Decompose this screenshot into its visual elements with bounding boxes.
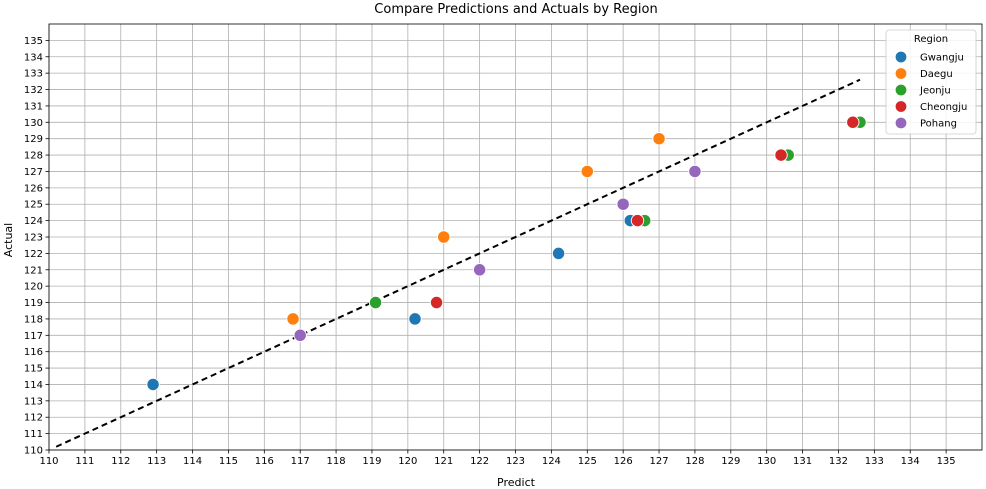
x-tick-label: 132 xyxy=(829,456,848,467)
y-tick-label: 121 xyxy=(24,265,43,276)
y-tick-label: 119 xyxy=(24,298,43,309)
x-tick-label: 122 xyxy=(470,456,489,467)
y-tick-label: 134 xyxy=(24,52,43,63)
x-tick-label: 131 xyxy=(793,456,812,467)
legend-marker-pohang xyxy=(894,116,908,130)
x-tick-label: 126 xyxy=(614,456,633,467)
x-tick-label: 129 xyxy=(721,456,740,467)
y-tick-label: 117 xyxy=(24,331,43,342)
data-point-daegu xyxy=(437,230,451,244)
legend-label-daegu: Daegu xyxy=(920,69,953,80)
legend: Region Gwangju Daegu Jeonju Cheongju Pohang xyxy=(885,29,977,135)
x-tick-label: 117 xyxy=(291,456,310,467)
x-tick-label: 121 xyxy=(434,456,453,467)
x-tick-label: 128 xyxy=(685,456,704,467)
x-tick-label: 116 xyxy=(255,456,274,467)
y-tick-label: 123 xyxy=(24,233,43,244)
y-tick-label: 122 xyxy=(24,249,43,260)
y-tick-label: 128 xyxy=(24,151,43,162)
y-axis-title: Actual xyxy=(2,223,15,257)
y-tick-label: 111 xyxy=(24,429,43,440)
y-axis-ticks: 110 111 112 113 114 115 116 117 118 119 120 121 122 1… xyxy=(24,36,49,457)
legend-marker-cheongju xyxy=(894,100,908,113)
y-tick-label: 112 xyxy=(24,413,43,424)
x-tick-label: 125 xyxy=(578,456,597,467)
x-tick-label: 135 xyxy=(937,456,956,467)
x-tick-label: 127 xyxy=(649,456,668,467)
x-axis-title: Predict xyxy=(497,476,536,489)
data-points xyxy=(146,115,867,392)
x-tick-label: 113 xyxy=(147,456,166,467)
data-point-cheongju xyxy=(630,213,645,228)
y-tick-label: 126 xyxy=(24,183,43,194)
data-point-pohang xyxy=(293,328,307,342)
legend-label-jeonju: Jeonju xyxy=(919,86,951,97)
x-tick-label: 119 xyxy=(362,456,381,467)
x-tick-label: 110 xyxy=(39,456,58,467)
x-tick-label: 133 xyxy=(865,456,884,467)
y-tick-label: 114 xyxy=(24,380,43,391)
data-point-daegu xyxy=(286,312,300,326)
data-point-gwangju xyxy=(408,312,422,326)
y-tick-label: 110 xyxy=(24,446,43,457)
x-tick-label: 118 xyxy=(327,456,346,467)
legend-label-pohang: Pohang xyxy=(920,119,957,130)
data-point-gwangju xyxy=(146,377,160,392)
legend-title: Region xyxy=(914,34,948,45)
y-tick-label: 116 xyxy=(24,347,43,358)
x-tick-label: 115 xyxy=(219,456,238,467)
y-tick-label: 132 xyxy=(24,85,43,96)
y-tick-label: 135 xyxy=(24,36,43,47)
y-tick-label: 124 xyxy=(24,216,43,227)
x-axis-ticks: 110 111 112 113 114 115 116 117 118 119 120 121 122 1… xyxy=(39,450,956,467)
x-tick-label: 120 xyxy=(398,456,417,467)
data-point-jeonju xyxy=(368,295,383,310)
legend-marker-jeonju xyxy=(894,83,908,97)
x-tick-label: 134 xyxy=(901,456,920,467)
chart-title: Compare Predictions and Actuals by Regio… xyxy=(374,2,657,17)
y-tick-label: 125 xyxy=(24,200,43,211)
data-point-pohang xyxy=(472,263,487,277)
reference-line-layer xyxy=(55,78,861,448)
y-tick-label: 129 xyxy=(24,134,43,145)
data-point-daegu xyxy=(652,132,666,146)
y-tick-label: 120 xyxy=(24,282,43,293)
grid xyxy=(48,24,982,451)
x-tick-label: 111 xyxy=(75,456,94,467)
legend-marker-daegu xyxy=(894,67,908,80)
y-tick-label: 131 xyxy=(24,101,43,112)
y-tick-label: 115 xyxy=(24,364,43,375)
legend-label-cheongju: Cheongju xyxy=(920,102,967,113)
data-point-cheongju xyxy=(846,115,860,129)
data-point-cheongju xyxy=(774,148,788,162)
reference-diagonal-line xyxy=(55,78,861,448)
legend-box xyxy=(885,29,977,135)
y-tick-label: 113 xyxy=(24,396,43,407)
data-point-gwangju xyxy=(551,246,566,261)
legend-marker-gwangju xyxy=(894,50,908,64)
x-tick-label: 124 xyxy=(542,456,561,467)
x-tick-label: 112 xyxy=(111,456,130,467)
x-tick-label: 114 xyxy=(183,456,202,467)
data-point-pohang xyxy=(616,197,630,211)
y-tick-label: 127 xyxy=(24,167,43,178)
data-point-cheongju xyxy=(429,295,444,310)
data-point-daegu xyxy=(580,164,594,179)
y-tick-label: 130 xyxy=(24,118,43,129)
y-tick-label: 133 xyxy=(24,69,43,80)
x-tick-label: 123 xyxy=(506,456,525,467)
legend-label-gwangju: Gwangju xyxy=(920,53,964,64)
y-tick-label: 118 xyxy=(24,314,43,325)
legend-items: Gwangju Daegu Jeonju Cheongju Pohang xyxy=(894,50,967,130)
x-tick-label: 130 xyxy=(757,456,776,467)
data-point-pohang xyxy=(688,164,702,179)
